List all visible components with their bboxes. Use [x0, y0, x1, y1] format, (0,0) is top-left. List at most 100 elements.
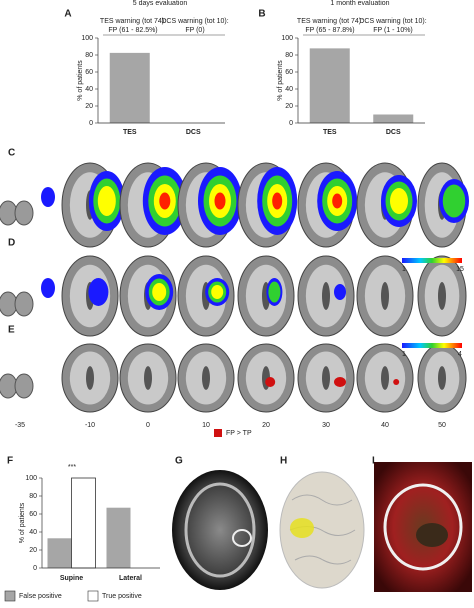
cerebellum	[0, 373, 18, 399]
x-tick-label: Supine	[60, 575, 83, 582]
colorbar-label: 15	[456, 266, 464, 273]
ventricle	[438, 366, 446, 390]
y-axis-label: % of patients	[19, 502, 26, 543]
ventricle	[381, 282, 389, 310]
blob	[268, 281, 281, 303]
blob	[390, 188, 408, 214]
blob	[442, 184, 466, 218]
blob	[334, 284, 346, 300]
y-tick-label: 100	[281, 35, 293, 42]
resection	[416, 523, 448, 547]
legend-swatch	[4, 590, 16, 602]
x-tick-label: DCS	[386, 129, 401, 136]
colorbar-label: 4	[458, 351, 462, 358]
legend-swatch	[214, 429, 222, 437]
annotation: ***	[68, 464, 76, 471]
y-tick-label: 60	[29, 511, 37, 518]
annotation: FP (61 - 82.5%)	[108, 27, 157, 34]
annotation: FP (65 - 87.8%)	[305, 27, 354, 34]
y-tick-label: 100	[81, 35, 93, 42]
chart-title: 5 days evaluation	[133, 0, 188, 7]
legend-label: False positive	[19, 593, 62, 600]
colorbar	[402, 258, 462, 263]
y-tick-label: 60	[285, 69, 293, 76]
blob	[393, 379, 400, 385]
slice-label: -35	[15, 422, 25, 429]
ventricle	[322, 366, 330, 390]
x-tick-label: TES	[123, 129, 137, 136]
blob	[334, 377, 346, 387]
slice-label: 30	[322, 422, 330, 429]
blob	[152, 283, 167, 301]
blob	[41, 187, 55, 207]
legend-label: True positive	[102, 593, 142, 600]
panel-label: G	[175, 456, 183, 467]
legend-swatch	[87, 590, 99, 602]
mri-cortex	[184, 482, 256, 578]
y-axis-label: % of patients	[277, 60, 284, 101]
y-tick-label: 20	[85, 103, 93, 110]
y-tick-label: 0	[289, 120, 293, 127]
y-tick-label: 80	[85, 52, 93, 59]
bar	[309, 48, 350, 124]
bar	[47, 538, 72, 568]
blob	[214, 192, 226, 210]
annotation: FP (0)	[185, 27, 204, 34]
ventricle	[438, 282, 446, 310]
ventricle	[202, 366, 210, 390]
panel-label: B	[258, 9, 265, 20]
y-tick-label: 0	[89, 120, 93, 127]
colorbar-label: 1	[402, 351, 406, 358]
y-tick-label: 20	[285, 103, 293, 110]
y-tick-label: 40	[29, 529, 37, 536]
bar	[71, 477, 96, 569]
blob	[265, 377, 276, 387]
blob	[41, 278, 55, 298]
x-tick-label: TES	[323, 129, 337, 136]
panel-label: A	[64, 9, 71, 20]
overlay-blob	[290, 518, 314, 538]
cerebellum	[14, 373, 34, 399]
cerebellum	[0, 200, 18, 226]
cerebellum	[14, 200, 34, 226]
colorbar	[402, 343, 462, 348]
slice-label: 10	[202, 422, 210, 429]
blob	[211, 285, 224, 299]
legend-label: FP > TP	[226, 430, 252, 437]
panel-label: F	[7, 456, 13, 467]
ventricle	[381, 366, 389, 390]
blob	[272, 192, 283, 210]
craniotomy	[383, 483, 463, 571]
ventricle	[322, 282, 330, 310]
bar	[109, 52, 150, 123]
mri-lesion	[232, 529, 252, 547]
annotation: TES warning (tot 74):	[297, 18, 363, 25]
panel-label: I	[372, 456, 375, 467]
row-label: D	[8, 238, 15, 249]
cerebellum	[14, 291, 34, 317]
annotation: DCS warning (tot 10):	[161, 18, 228, 25]
row-label: C	[8, 148, 15, 159]
blob	[97, 186, 116, 216]
row-label: E	[8, 325, 15, 336]
y-tick-label: 80	[285, 52, 293, 59]
x-tick-label: Lateral	[119, 575, 142, 582]
slice-label: 20	[262, 422, 270, 429]
bar	[373, 114, 414, 123]
blob	[159, 192, 171, 210]
annotation: TES warning (tot 74):	[100, 18, 166, 25]
cerebellum	[0, 291, 18, 317]
slice-label: -10	[85, 422, 95, 429]
y-tick-label: 100	[25, 475, 37, 482]
chart-title: 1 month evaluation	[330, 0, 389, 7]
blob	[332, 193, 343, 209]
slice-label: 40	[381, 422, 389, 429]
y-axis-label: % of patients	[77, 60, 84, 101]
brain-slices: C D E -35 -10 0 10 20 30 40 50 1 15 1 4 FP > TP	[0, 148, 469, 437]
y-tick-label: 80	[29, 493, 37, 500]
x-tick-label: DCS	[186, 129, 201, 136]
y-tick-label: 0	[33, 565, 37, 572]
annotation: FP (1 - 10%)	[373, 27, 413, 34]
slice-label: 50	[438, 422, 446, 429]
